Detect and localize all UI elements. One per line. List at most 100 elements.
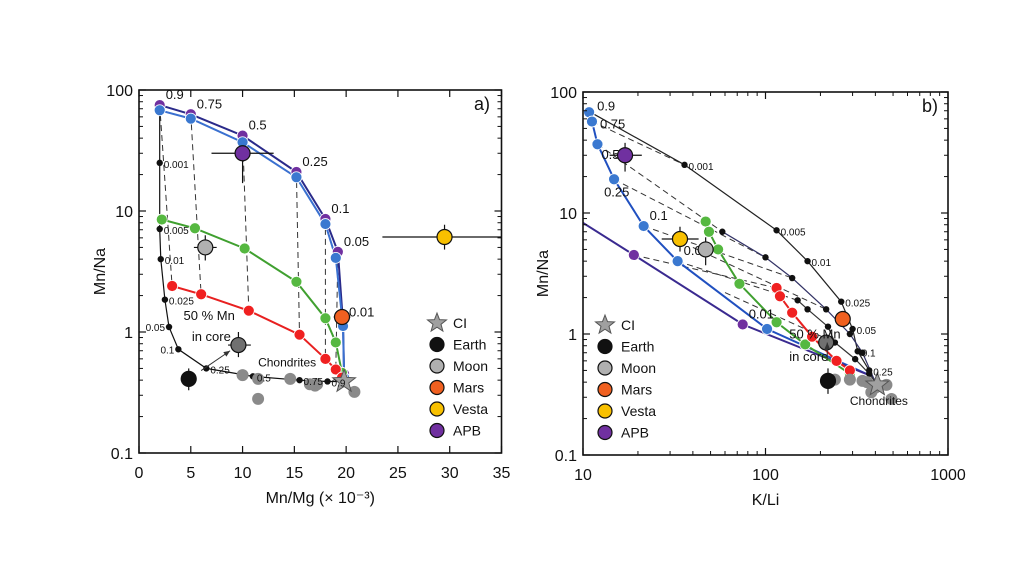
y-tick-label: 0.1 xyxy=(111,446,133,463)
model-point xyxy=(195,288,208,301)
model-point-label: 0.25 xyxy=(873,367,893,378)
model-point-label: 0.1 xyxy=(160,345,174,356)
model-point xyxy=(699,215,712,228)
x-axis-label: Mn/Mg (× 10⁻³) xyxy=(266,490,375,507)
legend-label: APB xyxy=(621,425,649,441)
model-point xyxy=(681,161,688,169)
model-point xyxy=(156,159,163,167)
model-point xyxy=(184,112,197,125)
model-point xyxy=(586,115,598,128)
mixing-tie-line xyxy=(190,114,202,295)
model-point-label: 0.01 xyxy=(349,304,374,319)
model-point xyxy=(591,138,604,151)
model-point xyxy=(830,354,843,367)
observation-vesta xyxy=(382,224,502,250)
model-point xyxy=(733,277,746,290)
model-point xyxy=(293,328,306,341)
chondrites-label: Chondrites xyxy=(258,355,316,369)
model-point xyxy=(788,274,796,282)
observation-marker xyxy=(616,147,634,164)
observation-marker xyxy=(333,308,351,326)
panel-label: b) xyxy=(922,96,938,116)
legend-earth-marker xyxy=(429,336,445,353)
mixing-tie-line xyxy=(159,105,173,287)
observation-marker xyxy=(234,145,251,162)
legend-moon-marker xyxy=(597,360,613,376)
model-point xyxy=(608,173,620,186)
model-point xyxy=(175,346,182,353)
observation-moon xyxy=(818,334,835,351)
model-point xyxy=(203,365,210,372)
observation-marker xyxy=(197,239,214,256)
model-point-label: 0.001 xyxy=(689,162,714,173)
x-tick-label: 20 xyxy=(337,465,355,482)
observation-marker xyxy=(436,228,453,246)
x-tick-label: 100 xyxy=(752,467,779,484)
model-point-label: 0.001 xyxy=(164,160,189,171)
legend-label: Earth xyxy=(453,337,486,353)
observation-mars xyxy=(333,308,351,326)
model-point xyxy=(329,251,342,264)
x-tick-label: 25 xyxy=(389,465,407,482)
legend-label: Mars xyxy=(621,382,652,398)
model-point-label: 0.01 xyxy=(165,256,185,267)
model-point-label: 0.25 xyxy=(302,154,327,169)
legend: CI Earth Moon Mars Vesta APB xyxy=(594,313,656,441)
model-point-label: 0.1 xyxy=(862,348,876,359)
model-point xyxy=(804,257,811,265)
model-point-label: 0.05 xyxy=(344,234,369,249)
model-point-label: 0.005 xyxy=(164,226,189,237)
x-tick-label: 10 xyxy=(574,467,592,484)
model-point xyxy=(238,242,251,255)
panel-label: a) xyxy=(474,94,490,114)
y-tick-label: 1 xyxy=(568,327,577,344)
model-point xyxy=(671,255,684,268)
core-annotation-line2: in core xyxy=(789,349,828,364)
model-point-label: 0.05 xyxy=(857,326,877,337)
legend-label: Earth xyxy=(621,339,654,355)
model-point xyxy=(773,227,780,234)
chondrite-point xyxy=(252,392,265,405)
model-point xyxy=(822,306,830,313)
model-point xyxy=(242,304,255,317)
model-point-label: 0.9 xyxy=(597,98,615,113)
chondrites-label: Chondrites xyxy=(850,394,908,408)
chondrite-point xyxy=(236,369,249,382)
y-axis-label: Mn/Na xyxy=(535,250,552,297)
legend-moon-marker xyxy=(429,358,445,374)
x-axis-label: K/Li xyxy=(752,492,780,509)
model-point-label: 0.25 xyxy=(604,184,629,199)
model-point xyxy=(290,171,303,184)
model-point xyxy=(846,330,854,338)
observation-marker xyxy=(671,230,689,248)
model-point-label: 0.01 xyxy=(812,258,832,269)
model-point-label: 0.025 xyxy=(845,299,870,310)
mixing-tie-line xyxy=(613,178,766,258)
y-tick-label: 100 xyxy=(106,83,133,100)
y-tick-label: 0.1 xyxy=(555,448,577,465)
legend-vesta-marker xyxy=(597,403,613,419)
x-tick-label: 35 xyxy=(493,465,511,482)
model-point-label: 0.75 xyxy=(197,96,222,111)
model-point-label: 0.9 xyxy=(166,87,184,102)
model-point xyxy=(329,363,342,376)
chondrite-point xyxy=(348,385,361,398)
model-point-label: 0.01 xyxy=(749,306,774,321)
core-annotation-line2: in core xyxy=(192,329,231,344)
observation-marker xyxy=(819,372,837,389)
observation-vesta xyxy=(661,226,699,252)
observation-moon xyxy=(697,237,714,266)
model-point xyxy=(761,323,773,335)
legend-label: CI xyxy=(453,315,467,331)
observation-earth xyxy=(819,368,837,394)
x-tick-label: 5 xyxy=(186,465,195,482)
legend-label: APB xyxy=(453,423,481,439)
model-point-label: 0.1 xyxy=(331,201,349,216)
observation-mars xyxy=(834,310,851,328)
observation-marker xyxy=(834,310,851,328)
model-point xyxy=(838,298,845,305)
model-point-label: 0.05 xyxy=(146,323,166,334)
model-point xyxy=(824,323,832,330)
